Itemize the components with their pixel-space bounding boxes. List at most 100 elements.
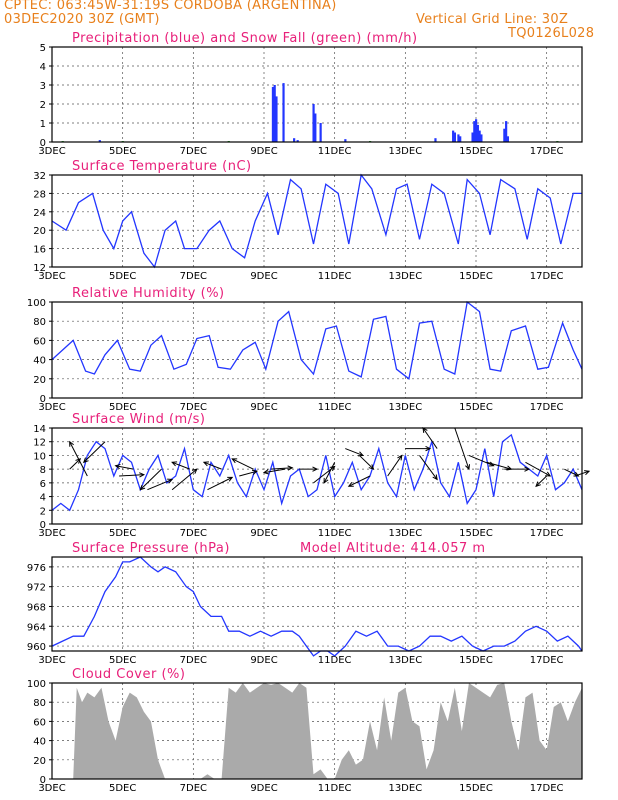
header-run-time: 03DEC2020 30Z (GMT) [4,12,160,27]
panel-title: Surface Temperature (nC) [72,159,252,174]
y-tick-label: 100 [27,298,46,309]
wind-arrow [535,475,548,487]
precip-bar [344,139,347,142]
wind-arrow [69,458,81,470]
wind-arrow [171,468,198,491]
x-tick-label: 13DEC [388,146,422,157]
panel-3 [49,427,591,525]
y-tick-label: 0 [40,394,46,405]
x-tick-label: 17DEC [530,146,564,157]
panel-title: Precipitation (blue) and Snow Fall (gree… [72,31,418,46]
wind-arrow-head [535,481,541,488]
precip-bar [452,130,455,142]
wind-arrow [323,462,336,484]
x-tick-label: 5DEC [109,402,136,413]
wind-arrow-head [584,470,591,476]
wind-arrow [207,476,233,491]
wind-arrow-head [167,478,174,484]
wind-arrow-head [425,445,432,452]
wind-arrow [231,458,254,470]
x-tick-label: 15DEC [459,528,493,539]
precip-bar [480,134,483,142]
precip-bar [282,83,285,142]
precip-bar [293,138,296,142]
precip-bar [476,124,479,142]
panel-title: Cloud Cover (%) [72,667,185,682]
x-tick-label: 13DEC [388,783,422,794]
precip-bar [312,104,315,142]
wind-arrow-head [231,458,238,464]
wind-arrow [69,441,88,477]
y-tick-label: 2 [40,506,46,517]
precip-bar [459,136,462,142]
wind-arrow-head [139,472,146,478]
wind-arrow-head [524,466,531,472]
y-tick-label: 14 [33,424,46,435]
x-tick-label: 5DEC [109,271,136,282]
y-tick-label: 968 [27,602,46,613]
panel-frame [51,556,583,652]
wind-arrow [348,475,371,487]
x-tick-label: 9DEC [250,655,277,666]
wind-arrow [139,468,162,491]
wind-arrow [203,461,222,470]
precip-bar [273,85,276,142]
wind-arrow [525,461,551,477]
panel-title: Relative Humidity (%) [72,286,225,301]
x-tick-label: 5DEC [109,655,136,666]
x-tick-label: 17DEC [530,402,564,413]
x-tick-label: 11DEC [318,655,352,666]
wind-arrow-head [347,482,354,487]
x-tick-label: 13DEC [388,655,422,666]
panel-frame [51,301,583,399]
series-line [51,433,583,512]
x-tick-label: 11DEC [318,783,352,794]
precip-bar [453,132,456,142]
wind-arrow-head [227,476,234,482]
panel-title: Surface Wind (m/s) [72,412,205,427]
wind-arrow-head [465,464,471,471]
y-tick-label: 32 [33,171,46,182]
wind-arrow-head [545,471,552,477]
y-tick-label: 0 [40,520,46,531]
cloud-cover-area [52,683,582,779]
y-tick-label: 0 [40,138,46,149]
y-tick-label: 964 [27,622,46,633]
x-tick-label: 15DEC [459,271,493,282]
y-tick-label: 40 [33,356,46,367]
x-tick-label: 7DEC [180,402,207,413]
x-tick-label: 15DEC [459,146,493,157]
x-tick-label: 3DEC [38,655,65,666]
precip-bar [475,119,478,142]
x-tick-label: 3DEC [38,783,65,794]
panel-subtitle: Model Altitude: 414.057 m [300,541,486,556]
wind-arrow-head [262,469,269,475]
precip-bar [506,136,509,142]
precip-bar [98,140,101,142]
wind-arrow-head [287,465,294,471]
panel-0 [49,46,583,143]
x-tick-label: 9DEC [250,783,277,794]
header-model-id: TQ0126L028 [508,26,595,41]
y-tick-label: 5 [40,43,46,54]
panel-5 [49,682,583,780]
wind-arrow [119,474,144,477]
y-tick-label: 960 [27,642,46,653]
panel-frame [51,174,583,268]
precip-bar [314,113,317,142]
x-tick-label: 11DEC [318,528,352,539]
x-tick-label: 15DEC [459,783,493,794]
wind-arrow-head [69,440,74,447]
x-tick-label: 7DEC [180,146,207,157]
precip-bar [478,130,481,142]
wind-arrow [359,455,374,470]
x-tick-label: 5DEC [109,783,136,794]
panel-4 [49,556,583,657]
precip-bar [319,123,322,142]
x-tick-label: 17DEC [530,783,564,794]
wind-arrow-head [329,465,336,472]
wind-arrow [387,455,403,477]
wind-arrow [454,427,470,470]
x-tick-label: 5DEC [109,528,136,539]
y-tick-label: 10 [33,451,46,462]
